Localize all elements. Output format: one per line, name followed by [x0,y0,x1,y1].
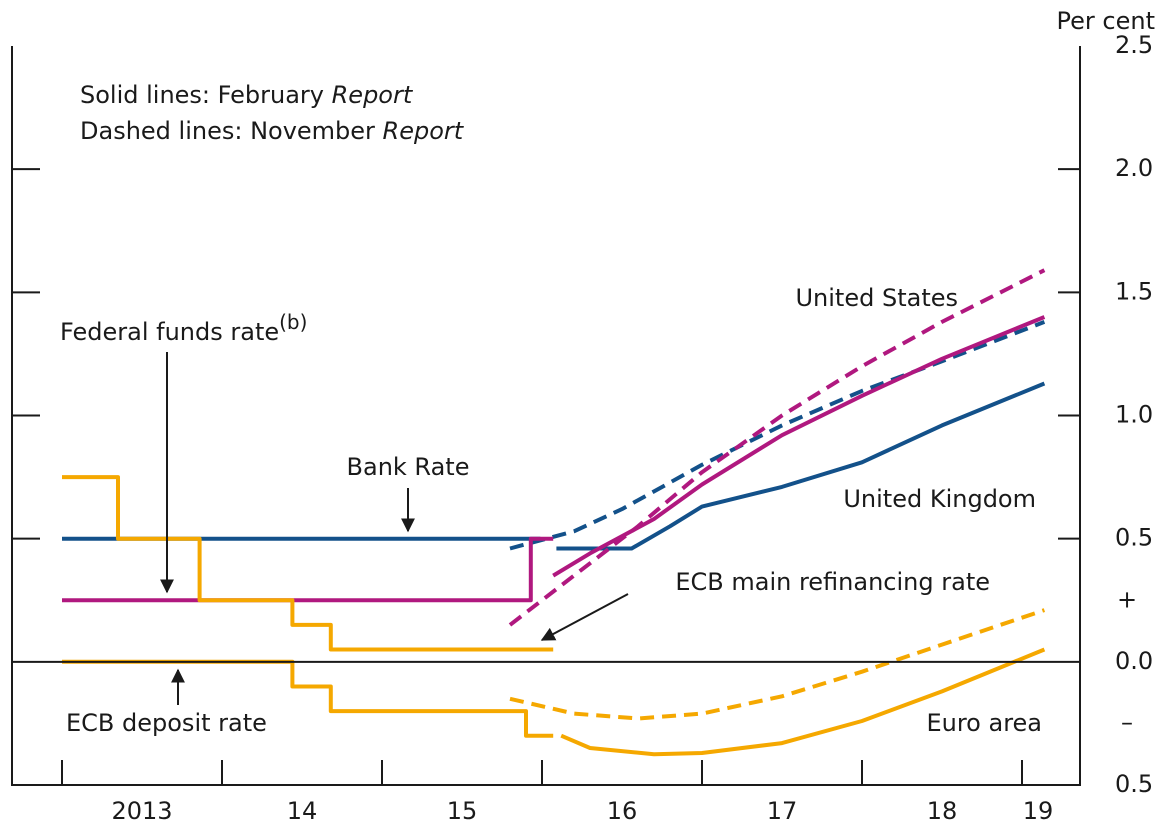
annotation: Bank Rate [347,453,470,481]
annotation-text: United States [795,284,958,312]
solid-line [62,315,1046,603]
annotation: Federal funds rate(b) [60,310,307,347]
y-tick-label: 1.5 [1115,277,1153,305]
note: Solid lines: February Report [80,81,414,109]
note-italic: Report [383,117,465,145]
x-tick-label: 18 [927,797,958,825]
y-tick-label: 1.0 [1115,401,1153,429]
dashed-line [509,608,1046,721]
x-tick-label: 16 [607,797,638,825]
y-tick-label: 2.5 [1115,31,1153,59]
x-tick-label: 17 [767,797,798,825]
dashed-line [509,320,1046,551]
annotation: United Kingdom [843,485,1036,513]
solid-line [62,381,1046,551]
dashed-line [508,268,1046,627]
y-sign-label: – [1121,708,1133,736]
y-tick-label: 0.5 [1115,770,1153,798]
annotation-superscript: (b) [279,310,307,334]
annotation: Euro area [926,709,1042,737]
x-tick-label: 14 [287,797,318,825]
unit-label: Per cent [1057,7,1155,35]
annotation-text: ECB main refinancing rate [675,568,990,596]
annotation: ECB deposit rate [66,709,267,737]
solid-line [62,647,1046,757]
arrows [160,352,629,705]
x-tick-label: 19 [1023,797,1054,825]
axes-frame [11,46,1081,786]
arrow [540,593,629,641]
series-layer [62,268,1046,757]
annotation-text: United Kingdom [843,485,1036,513]
note-italic: Report [332,81,414,109]
x-tick-label: 2013 [111,797,172,825]
annotation-text: Federal funds rate [60,318,279,346]
annotation-text: Bank Rate [347,453,470,481]
annotation-text: ECB deposit rate [66,709,267,737]
x-tick-label: 15 [447,797,478,825]
y-tick-label: 0.5 [1115,524,1153,552]
note: Dashed lines: November Report [80,117,465,145]
y-sign-label: + [1117,585,1137,613]
solid-line [62,475,554,652]
note-text: Solid lines: February [80,81,332,109]
annotation: United States [795,284,958,312]
annotation-text: Euro area [926,709,1042,737]
annotation: ECB main refinancing rate [675,568,990,596]
y-tick-label: 2.0 [1115,154,1153,182]
note-text: Dashed lines: November [80,117,383,145]
y-tick-label: 0.0 [1115,647,1153,675]
